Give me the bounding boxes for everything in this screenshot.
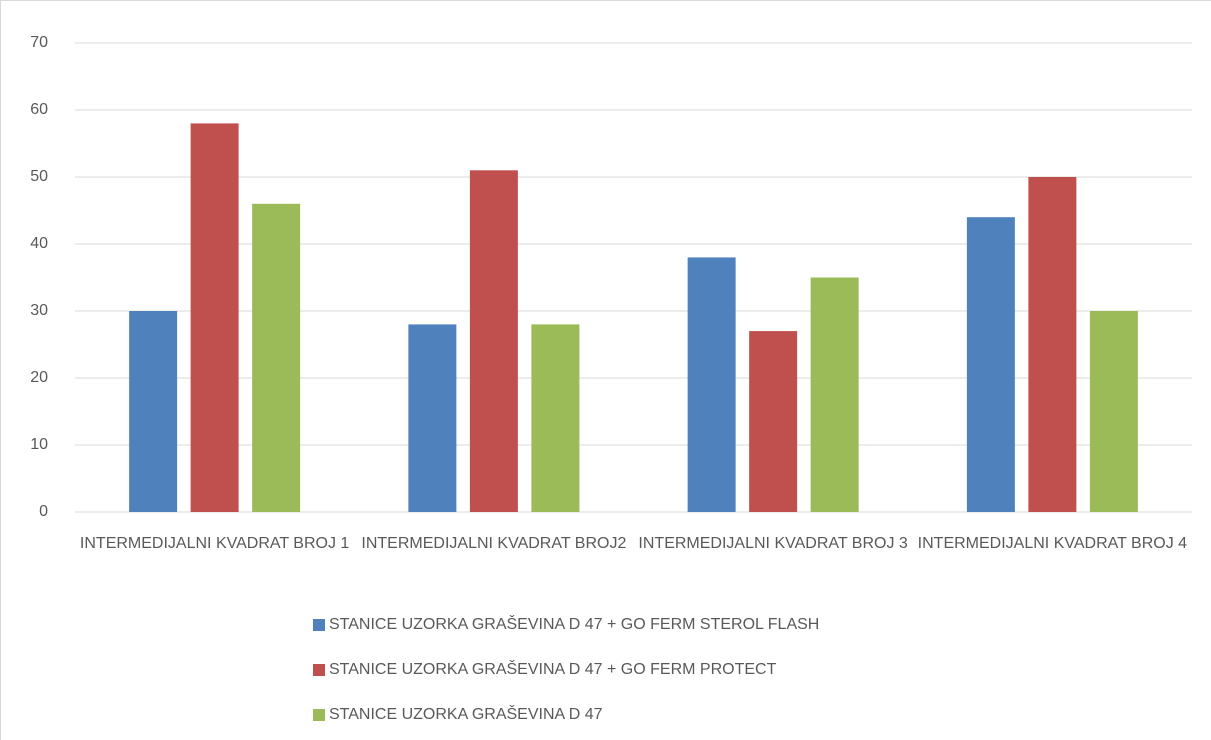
y-tick-label: 60 xyxy=(30,101,48,118)
bar xyxy=(1089,311,1138,512)
legend-label: STANICE UZORKA GRAŠEVINA D 47 xyxy=(329,704,603,723)
bar xyxy=(190,123,239,513)
legend-label: STANICE UZORKA GRAŠEVINA D 47 + GO FERM … xyxy=(329,659,777,678)
bar xyxy=(966,217,1015,512)
bar xyxy=(687,257,736,512)
x-tick-label: INTERMEDIJALNI KVADRAT BROJ 4 xyxy=(917,535,1188,552)
bar xyxy=(531,324,580,512)
x-tick-label: INTERMEDIJALNI KVADRAT BROJ2 xyxy=(361,535,627,552)
y-tick-label: 40 xyxy=(30,235,48,252)
bar xyxy=(408,324,457,512)
bar xyxy=(749,331,798,512)
y-tick-label: 70 xyxy=(30,34,48,51)
x-tick-label: INTERMEDIJALNI KVADRAT BROJ 3 xyxy=(638,535,908,552)
y-tick-label: 20 xyxy=(30,369,48,386)
bar xyxy=(252,203,301,513)
legend-swatch xyxy=(313,664,325,676)
bar xyxy=(129,311,178,512)
bar xyxy=(469,170,518,513)
y-tick-label: 30 xyxy=(30,302,48,319)
y-tick-label: 0 xyxy=(39,503,48,520)
bar xyxy=(810,277,859,512)
legend-swatch xyxy=(313,619,325,631)
bar xyxy=(1028,177,1077,512)
legend-swatch xyxy=(313,709,325,721)
x-tick-label: INTERMEDIJALNI KVADRAT BROJ 1 xyxy=(79,535,350,552)
y-tick-label: 10 xyxy=(30,436,48,453)
y-tick-label: 50 xyxy=(30,168,48,185)
legend-label: STANICE UZORKA GRAŠEVINA D 47 + GO FERM … xyxy=(329,614,819,633)
